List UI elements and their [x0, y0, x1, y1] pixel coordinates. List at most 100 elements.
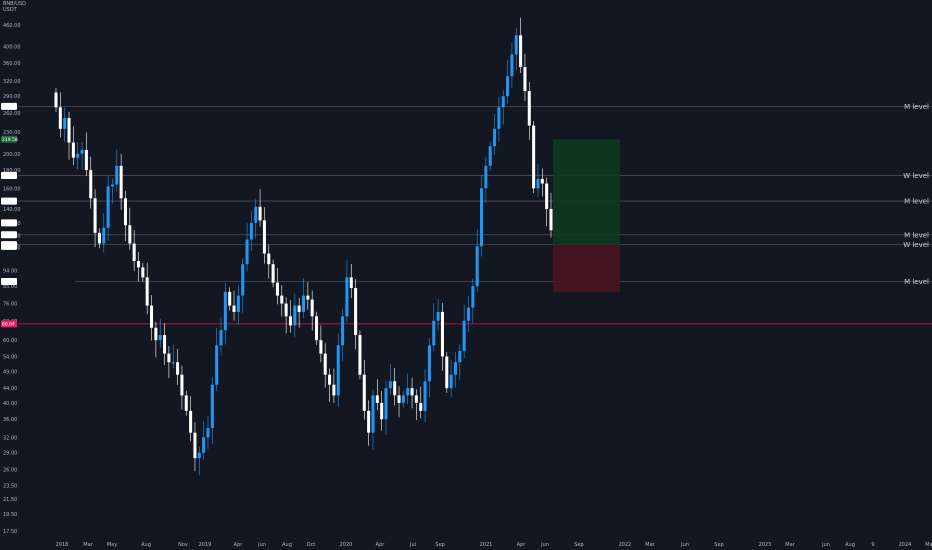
- candle-body: [297, 305, 301, 312]
- candle-body: [432, 320, 436, 346]
- candle-body: [136, 261, 141, 268]
- candle-body: [419, 402, 423, 411]
- candle-body: [154, 327, 158, 341]
- price-tag: [1, 219, 17, 227]
- candle-body: [202, 437, 206, 453]
- candle-body: [380, 402, 384, 420]
- price-axis[interactable]: BNB/USD USDT 460.00 400.00 360.00 320.00 290…: [3, 1, 26, 535]
- x-tick-label: Apr: [376, 542, 386, 548]
- y-tick-label: 23.50: [3, 483, 17, 489]
- price-tag-label: 118.51: [2, 232, 18, 238]
- candle-body: [123, 198, 127, 226]
- y-tick-label: 32.00: [3, 435, 17, 441]
- x-tick-label: Nov: [178, 542, 188, 548]
- candle-body: [132, 243, 136, 262]
- candle-body: [189, 410, 193, 433]
- candle-body: [63, 117, 67, 129]
- candle-body: [549, 208, 553, 231]
- candle-body: [84, 149, 88, 171]
- candle-body: [414, 395, 418, 403]
- x-tick-label: Mar: [925, 542, 932, 548]
- candle-body: [80, 149, 84, 154]
- candle-body: [315, 316, 319, 341]
- candle-body: [471, 286, 475, 308]
- y-tick-label: 54.00: [3, 354, 17, 360]
- x-tick-label: 2020: [340, 542, 353, 548]
- price-tag: [1, 197, 17, 205]
- y-tick-label: 40.00: [3, 401, 17, 407]
- candle-body: [397, 395, 401, 403]
- candle-body: [236, 295, 240, 312]
- candle-body: [215, 345, 219, 385]
- candle-body: [232, 305, 236, 312]
- candle-body: [445, 356, 449, 389]
- x-tick-label: May: [107, 542, 117, 548]
- candle-body: [249, 222, 253, 240]
- candle-body: [527, 90, 531, 126]
- candle-body: [406, 388, 410, 396]
- candle-body: [488, 146, 492, 166]
- candle-body: [119, 165, 123, 199]
- price-tag-label: 66.64: [2, 322, 15, 328]
- candle-body: [349, 277, 353, 289]
- candle-body: [458, 350, 462, 363]
- y-tick-label: 460.00: [3, 23, 21, 29]
- candle-body: [310, 299, 314, 317]
- candle-body: [145, 277, 149, 306]
- profit-zone: [553, 139, 620, 245]
- candle-body: [150, 305, 154, 328]
- price-tag-label: 128.01: [2, 221, 18, 227]
- price-tag: [1, 242, 17, 250]
- candle-body: [423, 381, 427, 411]
- price-tag-label: 271.61: [2, 104, 18, 110]
- x-tick-label: Jun: [257, 542, 266, 548]
- x-tick-label: 2022: [619, 542, 632, 548]
- candle-body: [497, 107, 501, 129]
- candle-body: [427, 345, 431, 382]
- candle-body: [106, 186, 110, 228]
- candle-body: [219, 330, 223, 346]
- candle-body: [345, 277, 349, 317]
- candle-body: [332, 384, 336, 396]
- candle-body: [480, 188, 484, 247]
- candle-body: [267, 253, 271, 265]
- y-tick-label: 49.00: [3, 369, 17, 375]
- y-unit-top: BNB/USD: [3, 1, 26, 7]
- candle-body: [93, 198, 97, 233]
- y-tick-label: 29.00: [3, 451, 17, 457]
- x-tick-label: Oct: [307, 542, 316, 548]
- candle-body: [506, 76, 510, 97]
- x-tick-label: Mar: [83, 542, 93, 548]
- candle-body: [536, 178, 540, 189]
- candle-body: [362, 374, 366, 411]
- candle-body: [102, 227, 106, 244]
- candle-body: [210, 384, 214, 429]
- candle-body: [540, 178, 544, 184]
- y-tick-label: 360.00: [3, 61, 21, 67]
- candle-body: [180, 374, 184, 396]
- y-tick-label: 180.00: [3, 168, 21, 174]
- time-axis[interactable]: 2018 Mar May Aug Nov 2019 Apr Jun Aug Oct 2020 Apr J…: [56, 542, 932, 548]
- price-tag: [1, 320, 17, 328]
- candle-body: [466, 307, 471, 321]
- candle-body: [367, 410, 371, 433]
- x-tick-label: Jun: [540, 542, 549, 548]
- candle-body: [245, 239, 249, 265]
- candle-body: [163, 335, 167, 354]
- level-label: W level: [903, 172, 929, 180]
- x-tick-label: Sep: [714, 542, 723, 548]
- position-box[interactable]: [553, 139, 620, 292]
- candle-body: [258, 206, 262, 221]
- candle-body: [176, 362, 180, 375]
- y-tick-label: 260.00: [3, 111, 21, 117]
- candle-body: [532, 125, 536, 189]
- x-tick-label: Apr: [234, 542, 244, 548]
- candle-body: [76, 153, 80, 158]
- candle-body: [241, 264, 245, 296]
- candle-body: [453, 362, 457, 375]
- candle-body: [375, 395, 379, 403]
- candle-body: [271, 264, 275, 283]
- candle-body: [71, 142, 75, 158]
- x-tick-label: Sep: [435, 542, 444, 548]
